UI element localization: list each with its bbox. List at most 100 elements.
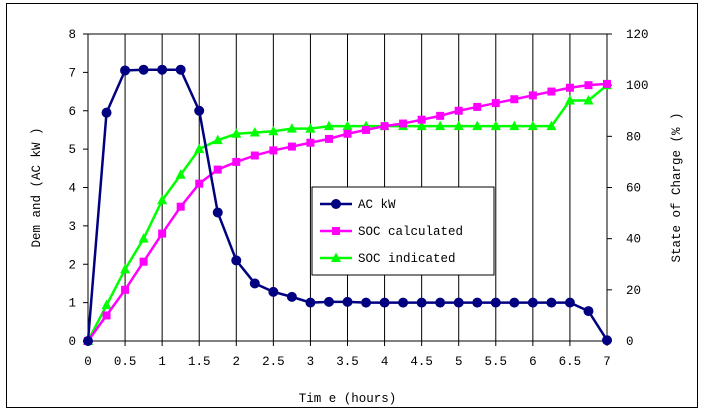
series-ac-kw [83,64,612,346]
data-point [249,278,260,289]
x-tick-label: 1.5 [188,355,211,369]
data-point [603,79,611,88]
x-tick-label: 6 [529,355,537,369]
x-tick-label: 2 [233,355,241,369]
data-point [564,95,575,105]
y-left-tick-label: 5 [68,143,76,157]
data-point [101,299,112,310]
data-point [286,291,297,302]
legend-swatch-marker [332,227,340,235]
data-point [249,126,260,137]
legend-entry: SOC indicated [320,252,456,266]
y-right-tick-label: 100 [626,79,649,93]
data-point [324,134,333,143]
data-point [306,138,315,147]
legend-entry: AC kW [320,198,396,212]
data-point [305,297,316,308]
data-point [342,120,353,131]
data-point [194,105,205,116]
data-point [380,122,389,131]
y-right-tick-label: 60 [626,182,641,196]
data-point [176,202,185,211]
data-point [453,297,464,308]
data-point [138,64,149,75]
data-point [416,297,427,308]
legend-entry: SOC calculated [320,225,463,239]
data-point [527,120,538,131]
data-point [527,297,538,308]
x-tick-label: 0.5 [114,355,137,369]
data-point [269,146,278,155]
data-point [564,297,575,308]
data-point [491,99,500,108]
data-point [362,125,371,134]
legend-label: SOC indicated [358,252,456,266]
data-point [509,297,520,308]
data-point [268,125,279,136]
data-point [323,120,334,131]
data-point [231,128,242,138]
x-tick-label: 4 [381,355,389,369]
data-point [286,123,297,133]
x-tick-labels: 0 0.5 1 1.5 2 2.5 3 3.5 4 4.5 5 5.5 6 6.5 7 [84,355,611,369]
data-point [212,134,223,145]
x-tick-label: 4.5 [410,355,433,369]
data-point [157,194,168,205]
data-point [268,286,279,297]
y-left-tick-label: 6 [68,105,76,119]
y-left-tick-label: 4 [68,182,76,196]
data-point [83,336,93,346]
y-right-tick-label: 0 [626,335,634,349]
y-left-tick-label: 8 [68,28,76,42]
data-point [158,229,167,238]
data-point [546,120,557,131]
data-point [195,179,204,188]
data-point [398,297,409,308]
x-tick-label: 5.5 [485,355,508,369]
data-point [343,129,352,138]
data-point [454,106,463,115]
x-tick-label: 6.5 [559,355,582,369]
data-point [416,120,427,131]
y-right-tick-label: 20 [626,284,641,298]
data-point [101,107,112,118]
data-point [490,120,501,131]
x-tick-label: 3 [307,355,315,369]
y-axis-left-label: Dem and (AC kW ) [30,127,44,247]
data-point [212,207,223,218]
data-point [250,151,259,160]
data-point [417,115,426,124]
data-point [583,306,594,317]
data-point [120,65,131,76]
data-point [102,311,111,320]
data-point [472,120,483,131]
legend-swatch-marker [331,199,341,209]
data-point [584,81,593,90]
data-point [565,83,574,92]
data-point [379,297,390,308]
legend-label: AC kW [358,198,396,212]
data-point [490,297,501,308]
legend: AC kW SOC calculated SOC indicated [311,186,495,276]
legend-swatch-marker [331,252,341,262]
data-point [175,169,186,179]
data-point [435,120,446,131]
x-axis-label: Tim e (hours) [299,392,397,406]
x-tick-label: 5 [455,355,463,369]
tick-marks [83,33,612,346]
y-left-tick-label: 3 [68,220,76,234]
data-point [323,296,334,307]
y-left-tick-labels: 0 1 2 3 4 5 6 7 8 [68,28,76,349]
y-right-tick-label: 120 [626,28,649,42]
data-point [473,102,482,111]
y-right-tick-label: 80 [626,130,641,144]
data-point [139,257,148,266]
data-point [175,64,186,75]
data-point [361,297,372,308]
series-layer [83,64,612,346]
legend-label: SOC calculated [358,225,463,239]
data-point [528,91,537,100]
series-soc-indicated [83,79,612,345]
data-point [546,297,557,308]
data-point [232,157,241,166]
